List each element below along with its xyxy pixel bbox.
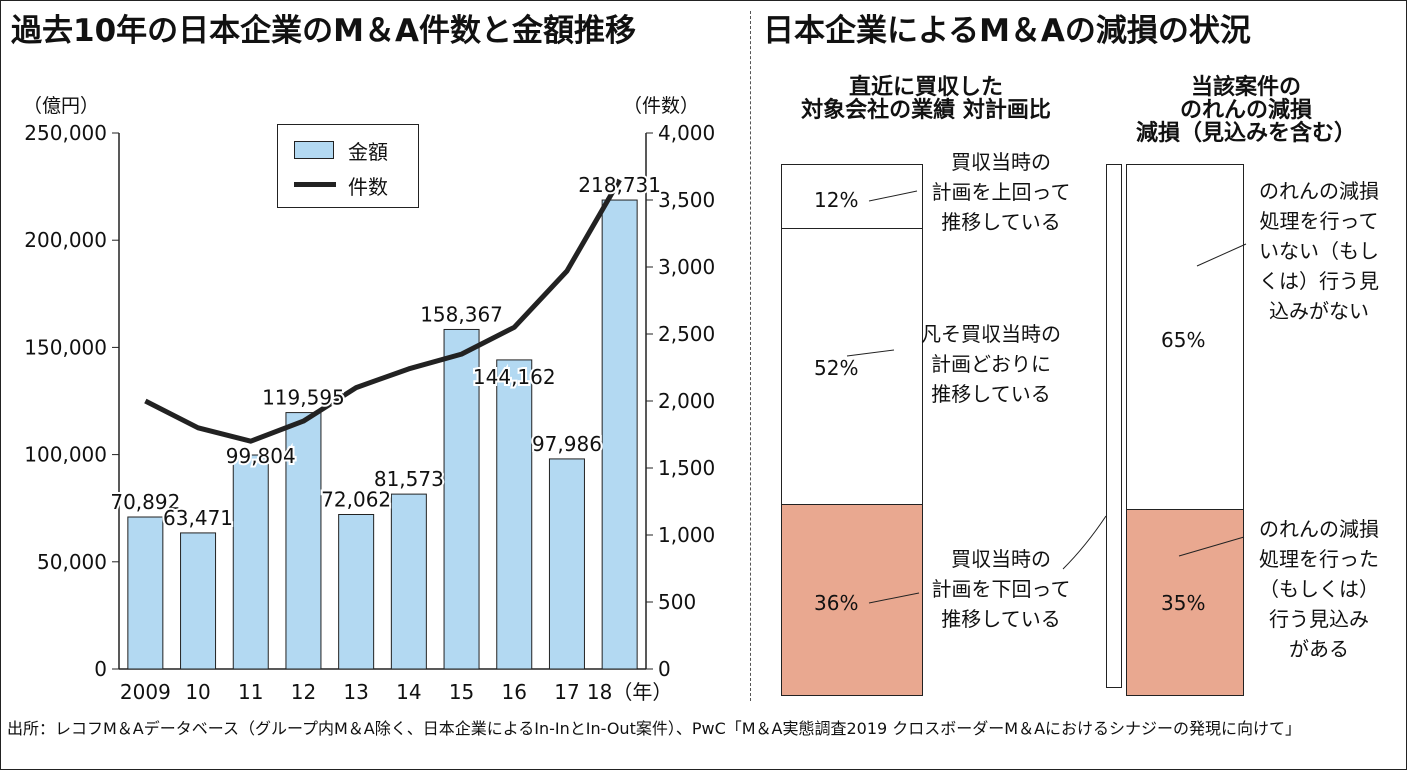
bar1-pct-below: 36% (814, 591, 859, 615)
x-tick-label: 10 (185, 680, 210, 704)
bar2-annotation-impair: のれんの減損 処理を行った （もしくは） 行う見込み がある (1259, 517, 1379, 661)
x-tick-label: 12 (291, 680, 316, 704)
bar-amount (443, 328, 480, 670)
x-tick-label: 2009 (120, 680, 171, 704)
left-tick-label: 200,000 (24, 228, 107, 252)
bar2-segment-impair (1127, 510, 1243, 695)
x-tick-label: 13 (343, 680, 368, 704)
bar-amount (548, 458, 585, 670)
legend-label-amount: 金額 (348, 140, 388, 164)
legend: 金額 件数 (277, 124, 419, 208)
bar-data-label: 99,804 (226, 444, 296, 468)
bar1-segment-above (782, 165, 922, 229)
bar-data-label: 72,062 (321, 487, 391, 511)
source-note: 出所：レコフM＆Aデータベース（グループ内M＆A除く、日本企業によるIn-Inと… (7, 719, 1302, 738)
left-tick-label: 150,000 (24, 335, 107, 359)
bar2-annotation-no-impair: のれんの減損 処理を行って いない（もし くは）行う見 込みがない (1259, 179, 1379, 323)
bar-amount (285, 412, 322, 670)
bar1-pct-above: 12% (814, 188, 859, 212)
bar2-title: 当該案件の のれんの減損 減損（見込みを含む） (1135, 75, 1356, 146)
leader-line-no-impair (1196, 243, 1247, 267)
legend-swatch-amount (294, 141, 334, 159)
bar1-segment-below (782, 505, 922, 695)
bar-amount (601, 199, 638, 670)
right-tick-label: 3,000 (658, 255, 715, 279)
bar1-annotation-above: 買収当時の 計画を上回って 推移している (931, 150, 1071, 234)
right-title: 日本企業によるM＆Aの減損の状況 (763, 13, 1251, 49)
bar1-annotation-onplan: 凡そ買収当時の 計画どおりに 推移している (921, 322, 1061, 406)
legend-label-count: 件数 (348, 175, 388, 199)
bar2-bracket (1106, 164, 1122, 688)
bar-data-label: 81,573 (374, 467, 444, 491)
bar2-pct-impair: 35% (1161, 591, 1206, 615)
leader-line-above (868, 190, 918, 202)
line-count (144, 178, 622, 444)
bar1-annotation-below: 買収当時の 計画を下回って 推移している (931, 547, 1071, 631)
bar-data-label: 119,595 (262, 386, 345, 410)
bar-amount (496, 359, 533, 670)
left-tick-label: 50,000 (37, 550, 107, 574)
legend-swatch-count (294, 182, 336, 187)
bar-amount (390, 493, 427, 670)
right-tick-label: 4,000 (658, 121, 715, 145)
bar1-pct-onplan: 52% (814, 356, 859, 380)
bar-data-label: 63,471 (163, 506, 233, 530)
left-tick-label: 0 (94, 657, 107, 681)
bar-amount (338, 513, 375, 670)
leader-line-impair (1178, 536, 1245, 557)
bar-data-label: 218,731 (578, 173, 661, 197)
right-tick-label: 2,500 (658, 322, 715, 346)
bar2-pct-no-impair: 65% (1161, 328, 1206, 352)
chart-layer: 0 50,000 100,000 150,000 200,000 250,000 0 500 1… (24, 121, 715, 704)
bar-data-label: 158,367 (420, 302, 503, 326)
left-title: 過去10年の日本企業のM＆A件数と金額推移 (11, 13, 636, 49)
right-tick-label: 1,000 (658, 523, 715, 547)
leader-line-below (868, 592, 920, 604)
right-tick-label: 0 (658, 657, 671, 681)
bar-data-label: 70,892 (110, 490, 180, 514)
combo-chart: 0 50,000 100,000 150,000 200,000 250,000 0 500 1… (24, 121, 715, 704)
right-tick-label: 3,500 (658, 188, 715, 212)
leader-line-onplan (846, 349, 895, 357)
left-tick-label: 250,000 (24, 121, 107, 145)
bar-amount (232, 454, 269, 670)
bar-data-label: 144,162 (473, 365, 556, 389)
leader-line-bracket (1062, 515, 1107, 570)
left-tick-label: 100,000 (24, 443, 107, 467)
x-tick-label: 18（年） (587, 680, 672, 704)
stacked-bar-1 (781, 164, 923, 696)
bar-amount (180, 532, 217, 670)
x-tick-label: 17 (554, 680, 579, 704)
panel-divider (750, 11, 751, 701)
x-tick-label: 11 (238, 680, 263, 704)
left-axis-unit: （億円） (23, 95, 100, 117)
x-tick-label: 16 (502, 680, 527, 704)
bar2-segment-no-impair (1127, 165, 1243, 510)
leader-lines (846, 190, 1247, 604)
right-tick-label: 500 (658, 590, 696, 614)
stacked-bar-2 (1126, 164, 1244, 696)
bar-amount (127, 516, 164, 670)
x-tick-label: 15 (449, 680, 474, 704)
right-axis-unit: （件数） (623, 95, 700, 117)
right-tick-label: 2,000 (658, 389, 715, 413)
right-tick-label: 1,500 (658, 456, 715, 480)
x-tick-label: 14 (396, 680, 421, 704)
bar1-segment-onplan (782, 229, 922, 505)
bar1-title: 直近に買収した 対象会社の業績 対計画比 (801, 75, 1051, 123)
bar-data-label: 97,986 (532, 432, 602, 456)
